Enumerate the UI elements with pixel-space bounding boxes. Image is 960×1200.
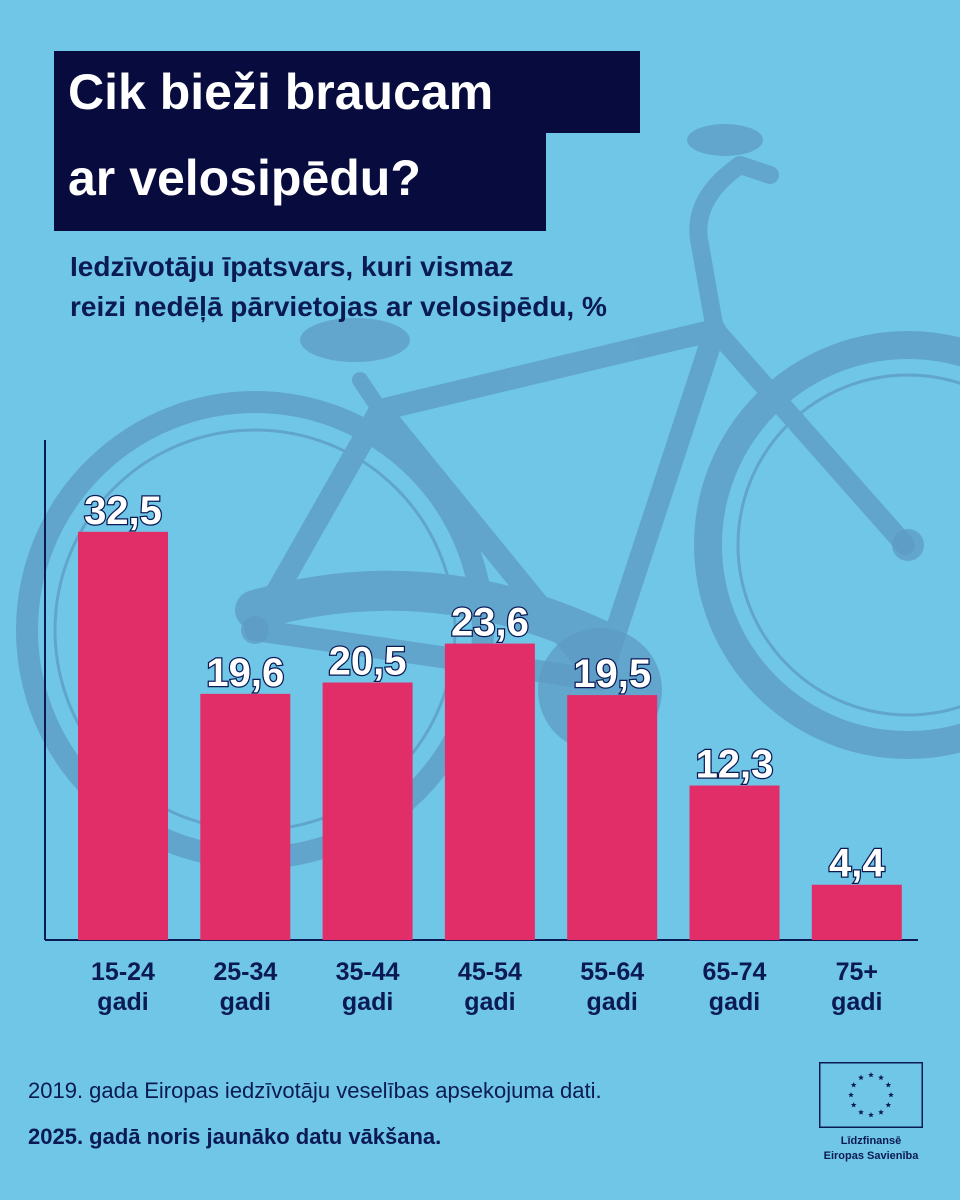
eu-star-7 [858,1109,864,1115]
x-tick-label-3-1: gadi [464,988,515,1016]
chart-subtitle-line-2: reizi nedēļā pārvietojas ar velosipēdu, … [70,291,607,322]
bar-value-label-1: 19,6 [206,651,284,695]
x-tick-label-3-0: 45-54 [458,958,522,986]
x-tick-label-6-0: 75+ [836,958,878,986]
eu-flag-icon [819,1062,923,1128]
chart-title-line-1: Cik bieži braucam [54,51,640,133]
bar-value-label-5: 12,3 [696,743,774,787]
x-tick-label-0-0: 15-24 [91,958,155,986]
eu-logo-line-1: Līdzfinansē [840,1135,902,1147]
eu-star-9 [848,1092,854,1098]
eu-logo-line-2: Eiropas Savienība [823,1149,919,1162]
bar-value-label-3: 23,6 [451,601,529,645]
bar-value-label-2: 20,5 [329,640,407,684]
bar-value-label-6: 4,4 [829,842,885,886]
data-collection-note: 2025. gadā noris jaunāko datu vākšana. [28,1124,442,1149]
bar-6 [811,884,902,940]
eu-star-11 [858,1074,864,1081]
eu-star-4 [885,1102,892,1108]
x-tick-label-4-0: 55-64 [580,958,644,986]
bar-value-label-0: 32,5 [84,489,162,533]
eu-star-0 [868,1072,874,1078]
x-tick-label-0-1: gadi [97,988,148,1016]
x-tick-label-4-1: gadi [586,988,637,1016]
bike-seat [300,318,410,362]
bar-3 [444,643,535,940]
eu-star-3 [888,1092,894,1098]
eu-star-10 [850,1082,857,1088]
bar-2 [322,682,413,940]
front-wheel [694,331,960,759]
bar-5 [689,785,780,940]
x-tick-label-2-0: 35-44 [336,958,400,986]
eu-cofunded-logo: Līdzfinansē Eiropas Savienība [816,1062,926,1164]
bike-frame [244,319,726,691]
x-tick-label-6-1: gadi [831,988,882,1016]
x-tick-label-2-1: gadi [342,988,393,1016]
x-tick-label-1-0: 25-34 [213,958,277,986]
x-tick-label-5-0: 65-74 [703,958,767,986]
eu-star-6 [868,1112,874,1118]
chart-title-line-2: ar velosipēdu? [54,133,546,231]
eu-star-8 [850,1102,857,1108]
eu-star-1 [878,1074,884,1081]
x-tick-label-1-1: gadi [220,988,271,1016]
eu-star-5 [878,1109,884,1115]
bar-value-label-4: 19,5 [573,652,651,696]
eu-star-2 [885,1082,892,1088]
source-note: 2019. gada Eiropas iedzīvotāju veselības… [28,1078,602,1103]
bar-1 [200,693,291,940]
x-tick-label-5-1: gadi [709,988,760,1016]
bar-0 [78,531,168,940]
bar-4 [567,695,658,940]
chart-subtitle-line-1: Iedzīvotāju īpatsvars, kuri vismaz [70,251,514,282]
